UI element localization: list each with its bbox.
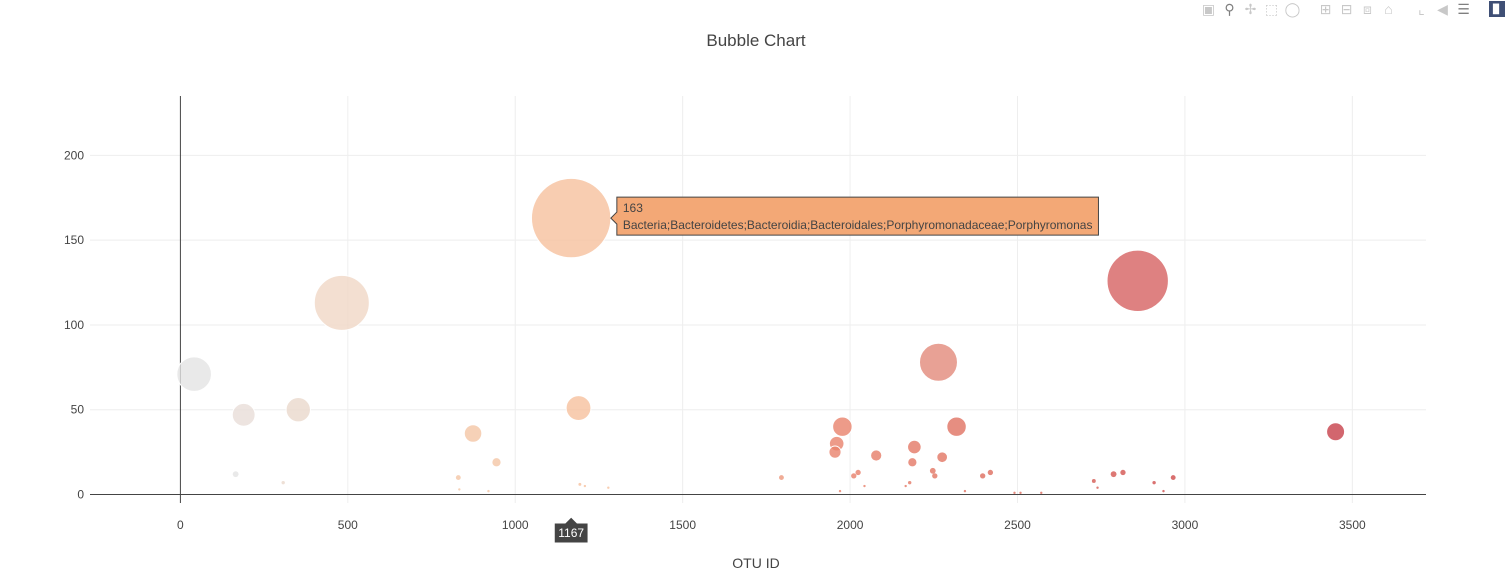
modebar-group-view: ⊞ ⊟ ⧈ ⌂ [1315,0,1399,18]
bubble[interactable] [1119,468,1127,477]
axes [90,96,1426,503]
bubble[interactable] [986,468,995,477]
bubble[interactable] [455,475,461,480]
bubble[interactable] [607,486,610,489]
bubble[interactable] [907,457,918,468]
y-tick-label: 0 [77,488,84,502]
spike-lines-icon[interactable]: ⌞ [1418,1,1425,17]
bubble[interactable] [918,342,958,382]
bubble[interactable] [928,466,937,475]
bubble[interactable] [907,439,922,455]
bubble[interactable] [863,484,866,488]
bubble[interactable] [487,489,490,493]
plotly-logo-icon[interactable]: ▉ [1486,0,1507,18]
bubble[interactable] [1326,422,1346,442]
bubble[interactable] [1110,471,1117,478]
y-tick-labels: 0 50 100 150 200 [64,148,84,501]
x-tick-label: 2500 [1004,518,1031,532]
bubble[interactable] [281,480,285,485]
x-tick-label: 3500 [1339,518,1366,532]
hover-text-label: Bacteria;Bacteroidetes;Bacteroidia;Bacte… [623,218,1093,232]
y-tick-label: 100 [64,318,84,332]
hover-x-box [553,516,589,544]
bubble[interactable] [1162,489,1165,493]
bubble[interactable] [936,451,949,464]
zoom-icon[interactable]: ⚲ [1224,1,1235,17]
chart-title: Bubble Chart [706,31,806,50]
x-tick-label: 0 [177,518,184,532]
bubble[interactable] [963,489,967,493]
bubble[interactable] [904,484,907,488]
x-tick-label: 3000 [1172,518,1199,532]
y-tick-label: 200 [64,148,84,162]
bubble[interactable] [832,416,853,437]
bubble[interactable] [231,402,256,427]
x-tick-labels: 0 500 1000 1500 2000 2500 3000 3500 [177,518,1366,532]
x-axis-title: OTU ID [732,555,779,571]
home-icon[interactable]: ⌂ [1384,1,1393,17]
bubble[interactable] [838,489,842,493]
x-tick-label: 500 [338,518,358,532]
box-select-icon[interactable]: ⬚ [1264,1,1279,17]
bubble[interactable] [828,445,842,459]
bubble[interactable] [854,468,862,477]
bubble[interactable] [851,473,857,479]
hover-label: 163 Bacteria;Bacteroidetes;Bacteroidia;Ba… [610,196,1099,236]
bubble[interactable] [1106,249,1169,313]
bubble[interactable] [463,424,483,443]
bubble[interactable] [1152,480,1156,485]
bubble[interactable] [1040,491,1043,495]
hover-x-value: 1167 [558,526,584,540]
bubble[interactable] [285,397,311,423]
x-tick-label: 2000 [837,518,864,532]
gridlines [90,96,1426,503]
zoom-out-icon[interactable]: ⊟ [1340,1,1353,17]
bubble[interactable] [979,473,986,479]
hover-compare-icon[interactable]: ☰ [1457,1,1470,17]
modebar-group-tools: ▣ ⚲ ✢ ⬚ ◯ [1198,0,1303,18]
bubble[interactable] [1096,486,1099,489]
bubble[interactable] [907,480,912,485]
x-tick-label: 1500 [669,518,696,532]
bubble[interactable] [1019,491,1022,495]
bubble[interactable] [176,356,212,392]
hover-x-label: 1167 [553,516,589,544]
bubble[interactable] [458,488,461,491]
modebar: ▣ ⚲ ✢ ⬚ ◯ ⊞ ⊟ ⧈ ⌂ ⌞ ◀ ☰ ▉ [1186,0,1511,18]
camera-icon[interactable]: ▣ [1201,1,1216,17]
modebar-group-hover: ⌞ ◀ ☰ [1411,0,1474,18]
hover-closest-icon[interactable]: ◀ [1437,1,1448,17]
autoscale-icon[interactable]: ⧈ [1363,1,1372,17]
y-tick-label: 150 [64,233,84,247]
hover-y-value: 163 [623,201,643,215]
bubble[interactable] [491,457,502,468]
hover-tooltip: 163 Bacteria;Bacteroidetes;Bacteroidia;Ba… [553,196,1099,544]
bubble[interactable] [1013,491,1016,495]
zoom-in-icon[interactable]: ⊞ [1319,1,1332,17]
bubble[interactable] [232,471,239,478]
bubble[interactable] [565,395,592,421]
bubble[interactable] [779,475,784,480]
bubble[interactable] [946,416,967,437]
modebar-group-logo: ▉ [1486,0,1507,18]
bubble[interactable] [578,482,582,486]
bubble[interactable] [932,473,938,479]
bubble[interactable] [313,274,370,331]
lasso-icon[interactable]: ◯ [1284,1,1301,17]
pan-icon[interactable]: ✢ [1244,1,1257,17]
bubble[interactable] [870,449,883,462]
hover-box [610,196,1099,236]
bubbles-layer [176,177,1346,495]
bubble[interactable] [1091,479,1096,483]
y-tick-label: 50 [71,403,85,417]
bubble[interactable] [1170,475,1176,480]
bubble[interactable] [530,177,612,259]
bubble[interactable] [583,484,587,488]
x-tick-label: 1000 [502,518,529,532]
